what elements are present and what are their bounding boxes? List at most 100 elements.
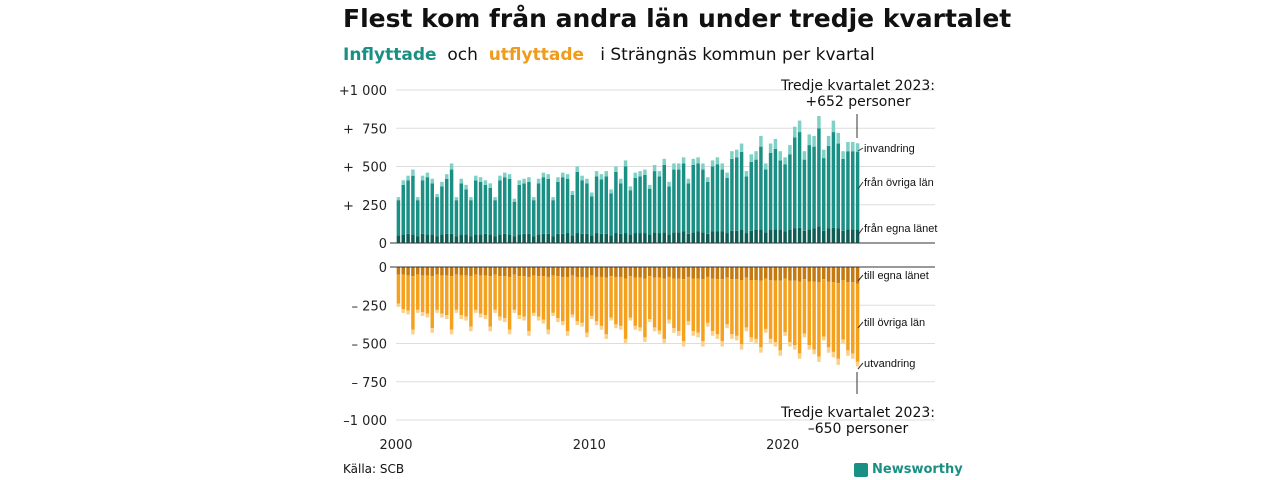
bar-in-other	[536, 183, 541, 235]
bar-out-own	[846, 267, 850, 283]
bar-out-emig	[464, 316, 468, 321]
bar-in-imm	[710, 160, 715, 167]
bar-in-other	[739, 151, 744, 230]
bar-out-emig	[454, 309, 459, 313]
bar-out-own	[430, 267, 434, 277]
bar-out-emig	[768, 338, 773, 344]
bar-in-other	[459, 183, 463, 235]
bar-in-other	[855, 151, 860, 230]
bar-out-other	[527, 276, 531, 332]
bar-in-own	[652, 232, 657, 243]
y-tick-label-bottom: – 500	[352, 338, 387, 353]
bar-out-other	[715, 279, 720, 335]
bar-out-own	[715, 267, 720, 280]
bar-in-other	[474, 180, 478, 235]
y-tick-label-top: + 750	[343, 122, 387, 137]
bar-in-imm	[749, 154, 753, 162]
bar-in-imm	[551, 197, 555, 201]
bar-out-own	[585, 267, 589, 278]
bar-in-own	[764, 232, 768, 243]
bar-out-own	[662, 267, 666, 279]
bar-out-other	[648, 276, 652, 320]
bar-out-own	[706, 267, 710, 277]
bar-out-own	[493, 267, 497, 275]
bar-in-own	[667, 234, 671, 243]
bar-out-emig	[512, 309, 517, 313]
bar-in-other	[851, 151, 855, 230]
bar-in-other	[430, 183, 434, 235]
bar-in-other	[817, 128, 821, 227]
bar-in-own	[420, 233, 425, 243]
bar-in-other	[672, 169, 676, 233]
bar-out-other	[851, 282, 855, 354]
bar-out-own	[546, 267, 550, 277]
bar-out-own	[652, 267, 657, 278]
bar-out-emig	[488, 326, 492, 332]
y-tick-label-bottom: – 750	[352, 376, 387, 391]
bar-out-own	[628, 267, 633, 277]
chart-subtitle: Inflyttade och utflyttade i Strängnäs ko…	[343, 45, 875, 65]
series-label-leader	[857, 362, 864, 370]
bar-in-own	[493, 236, 497, 243]
bar-in-own	[445, 233, 449, 243]
bar-in-other	[493, 200, 497, 237]
bar-out-emig	[788, 341, 792, 347]
bar-out-other	[570, 275, 575, 315]
bar-in-own	[425, 234, 430, 243]
bar-in-imm	[788, 145, 792, 155]
bar-in-other	[807, 145, 811, 230]
bar-out-emig	[478, 313, 483, 318]
bar-in-other	[720, 169, 724, 232]
annotation-top-line2: +652 personer	[805, 94, 911, 110]
bar-in-own	[411, 234, 415, 243]
bar-in-other	[425, 177, 430, 235]
bar-out-emig	[599, 325, 604, 330]
bar-in-imm	[846, 142, 850, 152]
bar-in-imm	[817, 116, 821, 129]
bar-in-other	[783, 164, 787, 232]
bar-out-own	[623, 267, 628, 279]
bar-out-own	[788, 267, 792, 281]
bar-in-imm	[686, 178, 691, 184]
chart-title: Flest kom från andra län under tredje kv…	[343, 4, 1012, 33]
bar-out-own	[575, 267, 579, 277]
bar-in-other	[498, 180, 502, 235]
bar-out-other	[619, 276, 623, 326]
bar-in-own	[435, 236, 439, 243]
bar-in-own	[739, 229, 744, 243]
annotation-bottom-line2: –650 personer	[808, 421, 909, 437]
bar-in-imm	[532, 197, 536, 201]
bar-in-imm	[527, 177, 531, 182]
bar-out-emig	[498, 316, 502, 321]
bar-out-other	[623, 278, 628, 339]
series-label-leader	[857, 274, 864, 282]
bar-out-own	[817, 267, 821, 283]
bar-out-emig	[744, 327, 749, 332]
subtitle-utflyttade: utflyttade	[488, 45, 585, 65]
bar-out-own	[503, 267, 507, 277]
bar-in-other	[575, 171, 579, 234]
bar-out-emig	[720, 341, 724, 347]
bar-in-imm	[725, 172, 729, 178]
bar-in-own	[691, 232, 695, 243]
series-label-in: från övriga län	[864, 177, 934, 189]
bar-in-own	[851, 229, 855, 243]
bar-in-own	[541, 233, 546, 243]
bar-out-emig	[546, 329, 550, 335]
bar-in-imm	[599, 174, 604, 180]
bar-in-other	[445, 178, 449, 234]
bar-in-imm	[488, 183, 492, 188]
bar-out-emig	[425, 313, 430, 318]
bar-in-other	[469, 200, 473, 237]
bar-out-other	[517, 276, 521, 316]
bar-in-imm	[677, 163, 681, 170]
bar-in-imm	[609, 189, 613, 194]
bar-out-emig	[730, 334, 734, 339]
bar-out-other	[541, 276, 546, 320]
bar-out-other	[797, 281, 802, 354]
bar-out-other	[459, 275, 463, 316]
bar-out-own	[749, 267, 753, 281]
bar-out-own	[459, 267, 463, 276]
bar-out-emig	[783, 332, 787, 336]
subtitle-inflyttade: Inflyttade	[343, 45, 437, 65]
